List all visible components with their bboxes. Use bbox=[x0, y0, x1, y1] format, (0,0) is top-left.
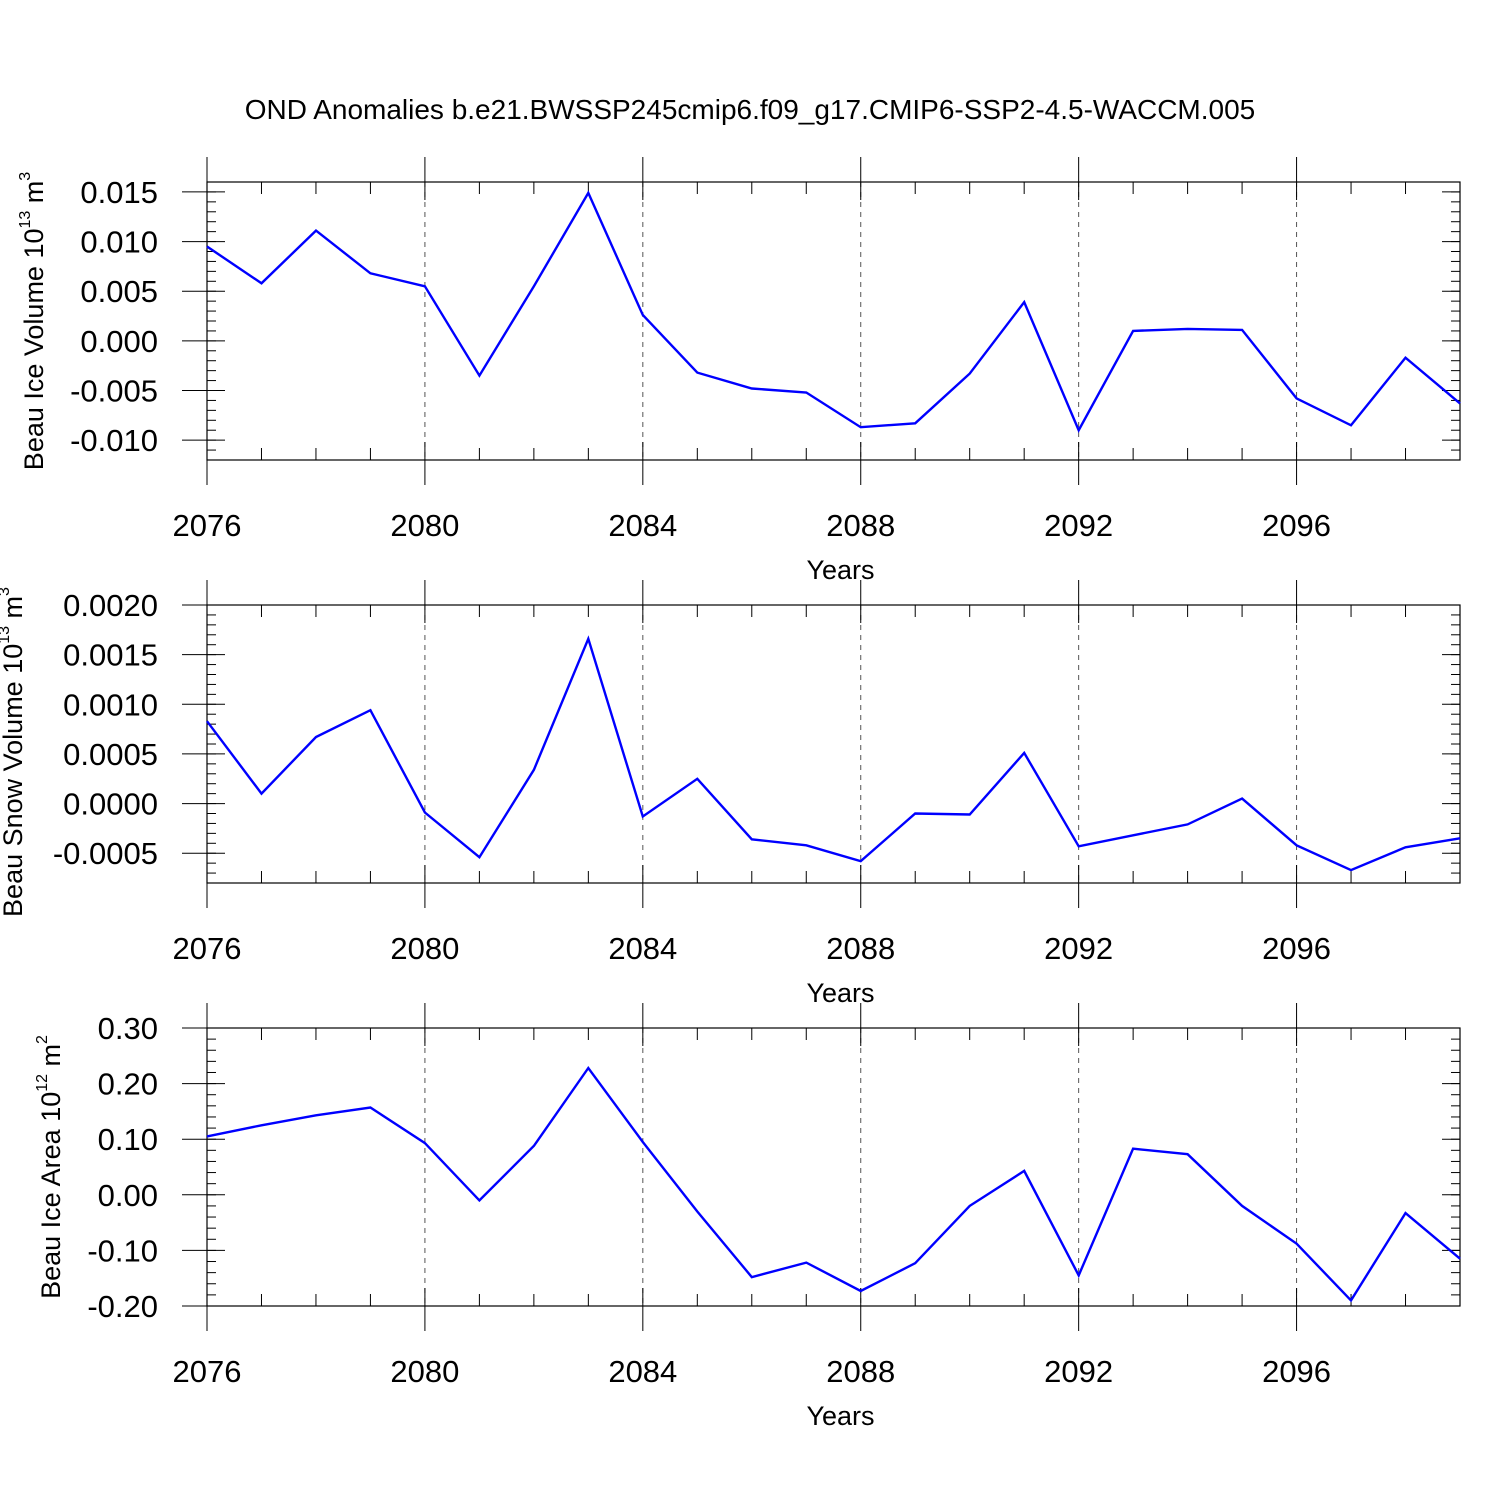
y-tick-label: 0.010 bbox=[80, 225, 158, 260]
y-tick-label: 0.30 bbox=[98, 1011, 158, 1046]
y-tick-label: 0.00 bbox=[98, 1178, 158, 1213]
x-tick-label: 2084 bbox=[608, 508, 677, 543]
y-axis-label: Beau Snow Volume 1013 m3 bbox=[0, 587, 28, 917]
x-tick-label: 2088 bbox=[826, 931, 895, 966]
x-axis-label: Years bbox=[806, 555, 874, 585]
series-line bbox=[206, 1065, 1461, 1303]
y-axis-label-exponent: 13 bbox=[17, 211, 34, 229]
panel-1: -0.010 -0.005 0.000 0.005 0.010 0.015 2076 2080… bbox=[17, 157, 1461, 585]
y-axis-label-text: Beau Ice Area 10 bbox=[36, 1092, 66, 1299]
y-axis-label-text: Beau Snow Volume 10 bbox=[0, 644, 28, 917]
y-tick-label: -0.20 bbox=[87, 1289, 158, 1324]
y-axis-label-exponent: 13 bbox=[0, 626, 13, 644]
x-tick-label: 2092 bbox=[1044, 508, 1113, 543]
panel-3: -0.20 -0.10 0.00 0.10 0.20 0.30 2076 2080 2084 20… bbox=[34, 1003, 1461, 1431]
x-tick-label: 2080 bbox=[390, 931, 459, 966]
x-axis-label: Years bbox=[806, 1401, 874, 1431]
y-tick-label: -0.0005 bbox=[53, 836, 158, 871]
y-tick-label: 0.0000 bbox=[63, 787, 158, 822]
y-tick-label: 0.0015 bbox=[63, 638, 158, 673]
x-tick-label: 2088 bbox=[826, 1354, 895, 1389]
x-tick-label: 2076 bbox=[173, 1354, 242, 1389]
y-axis-label-text: Beau Ice Volume 10 bbox=[19, 229, 49, 471]
y-axis-label: Beau Ice Volume 1013 m3 bbox=[17, 172, 49, 470]
y-tick-label: 0.0010 bbox=[63, 687, 158, 722]
x-tick-label: 2092 bbox=[1044, 1354, 1113, 1389]
plot-frame bbox=[206, 181, 1461, 461]
y-axis-label-unit: m bbox=[36, 1044, 66, 1074]
x-tick-label: 2096 bbox=[1262, 931, 1331, 966]
x-axis-label: Years bbox=[806, 978, 874, 1008]
x-tick-label: 2084 bbox=[608, 931, 677, 966]
panel-2: -0.0005 0.0000 0.0005 0.0010 0.0015 0.0020 207… bbox=[0, 580, 1461, 1008]
y-tick-label: 0.000 bbox=[80, 324, 158, 359]
x-tick-label: 2080 bbox=[390, 508, 459, 543]
y-axis-label-unit-exponent: 3 bbox=[0, 587, 13, 596]
y-axis-label: Beau Ice Area 1012 m2 bbox=[34, 1035, 66, 1299]
y-axis-label-unit: m bbox=[0, 596, 28, 626]
x-tick-label: 2084 bbox=[608, 1354, 677, 1389]
y-tick-label: 0.0005 bbox=[63, 737, 158, 772]
x-tick-label: 2080 bbox=[390, 1354, 459, 1389]
y-tick-label: -0.005 bbox=[70, 374, 158, 409]
plot-frame bbox=[206, 604, 1461, 884]
x-tick-label: 2076 bbox=[173, 508, 242, 543]
y-tick-label: -0.010 bbox=[70, 423, 158, 458]
series-line bbox=[206, 190, 1461, 433]
y-axis-label-unit-exponent: 3 bbox=[17, 172, 34, 181]
plot-frame bbox=[206, 1027, 1461, 1307]
series-line bbox=[206, 635, 1461, 872]
y-tick-label: 0.20 bbox=[98, 1067, 158, 1102]
x-tick-label: 2088 bbox=[826, 508, 895, 543]
x-tick-label: 2092 bbox=[1044, 931, 1113, 966]
y-tick-label: 0.015 bbox=[80, 175, 158, 210]
y-axis-label-exponent: 12 bbox=[34, 1074, 51, 1092]
y-axis-label-unit-exponent: 2 bbox=[34, 1035, 51, 1044]
x-tick-label: 2076 bbox=[173, 931, 242, 966]
y-tick-label: 0.0020 bbox=[63, 588, 158, 623]
x-tick-label: 2096 bbox=[1262, 508, 1331, 543]
x-tick-label: 2096 bbox=[1262, 1354, 1331, 1389]
y-axis-label-unit: m bbox=[19, 181, 49, 211]
y-tick-label: 0.005 bbox=[80, 274, 158, 309]
chart-title: OND Anomalies b.e21.BWSSP245cmip6.f09_g1… bbox=[245, 94, 1256, 125]
y-tick-label: 0.10 bbox=[98, 1122, 158, 1157]
y-tick-label: -0.10 bbox=[87, 1233, 158, 1268]
